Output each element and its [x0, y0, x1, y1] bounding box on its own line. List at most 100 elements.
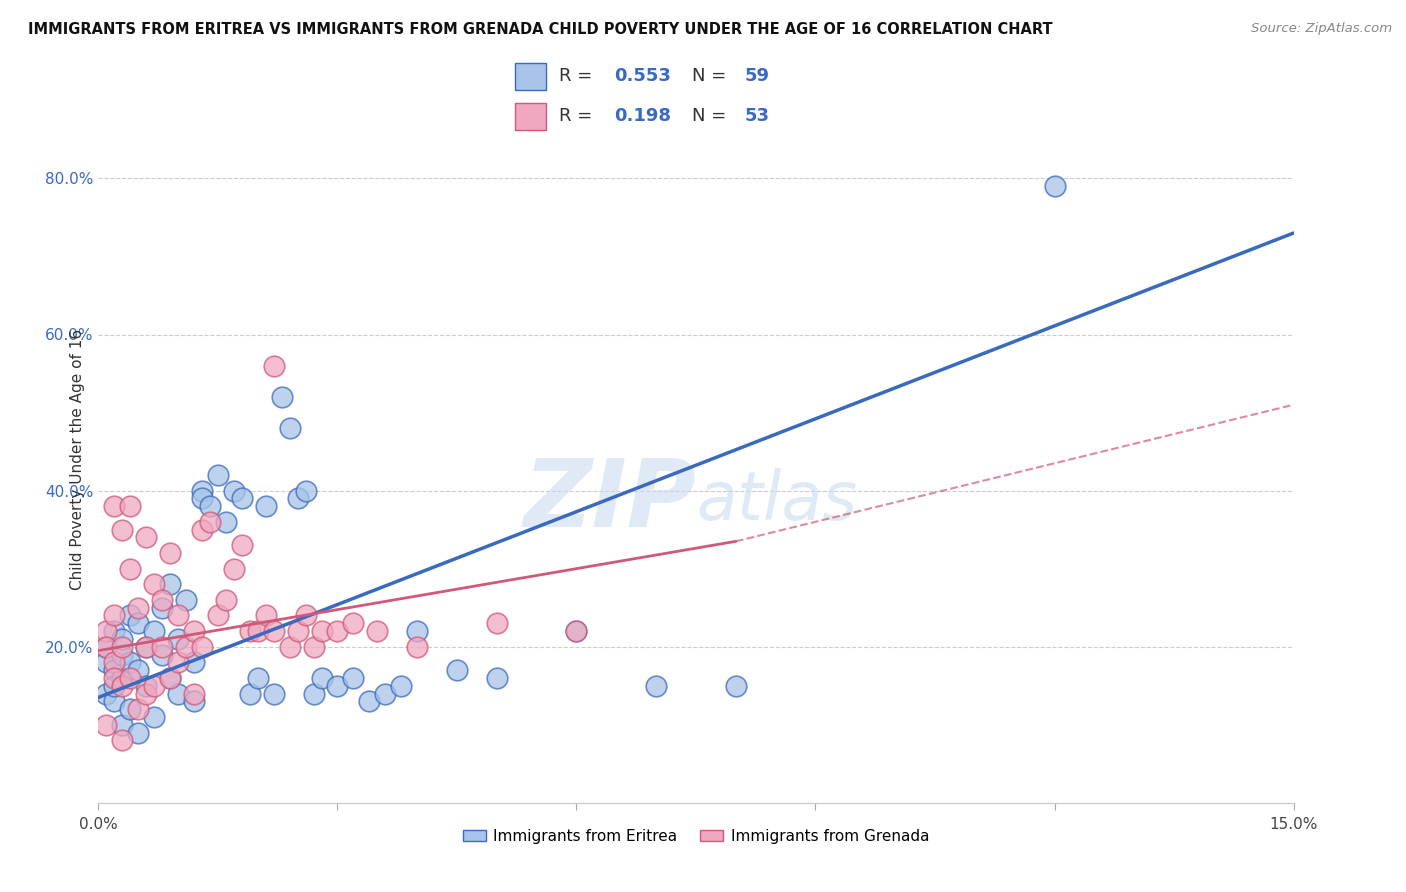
Point: [167, 687, 190, 701]
Point: [231, 491, 253, 506]
Point: [215, 592, 238, 607]
Point: [263, 687, 285, 701]
Point: [222, 562, 245, 576]
Point: [96, 640, 118, 654]
Point: [302, 687, 325, 701]
Point: [111, 679, 134, 693]
Point: [150, 640, 173, 654]
Point: [150, 600, 173, 615]
Point: [159, 671, 181, 685]
Point: [222, 483, 245, 498]
Point: [191, 491, 214, 506]
Point: [278, 421, 301, 435]
Point: [389, 679, 412, 693]
Point: [111, 648, 134, 662]
Point: [150, 648, 173, 662]
Point: [127, 616, 149, 631]
Point: [446, 663, 468, 677]
Point: [96, 624, 118, 639]
Point: [103, 608, 125, 623]
Point: [111, 671, 134, 685]
Point: [246, 624, 269, 639]
Point: [135, 679, 157, 693]
Point: [1043, 179, 1066, 194]
Point: [254, 608, 277, 623]
Point: [127, 702, 149, 716]
Point: [191, 483, 214, 498]
Point: [167, 655, 190, 669]
Point: [485, 671, 508, 685]
Point: [311, 671, 333, 685]
Text: N =: N =: [692, 107, 731, 125]
Point: [96, 655, 118, 669]
Point: [120, 655, 142, 669]
Point: [254, 500, 277, 514]
Point: [198, 500, 221, 514]
Point: [239, 624, 262, 639]
Point: [215, 515, 238, 529]
Point: [174, 592, 197, 607]
Point: [127, 725, 149, 739]
Point: [120, 562, 142, 576]
Point: [150, 592, 173, 607]
Point: [302, 640, 325, 654]
Point: [127, 600, 149, 615]
Point: [342, 671, 364, 685]
Point: [724, 679, 747, 693]
Text: 0.198: 0.198: [614, 107, 672, 125]
Y-axis label: Child Poverty Under the Age of 16: Child Poverty Under the Age of 16: [69, 329, 84, 590]
Point: [103, 694, 125, 708]
Point: [143, 624, 166, 639]
Point: [311, 624, 333, 639]
Point: [111, 733, 134, 747]
FancyBboxPatch shape: [516, 62, 547, 90]
Point: [135, 640, 157, 654]
Point: [183, 655, 205, 669]
Text: 53: 53: [744, 107, 769, 125]
Point: [120, 671, 142, 685]
Point: [183, 694, 205, 708]
Text: Source: ZipAtlas.com: Source: ZipAtlas.com: [1251, 22, 1392, 36]
Point: [342, 616, 364, 631]
Point: [111, 640, 134, 654]
Point: [159, 577, 181, 591]
Point: [96, 717, 118, 731]
Point: [270, 390, 292, 404]
Point: [111, 632, 134, 646]
Point: [207, 608, 229, 623]
Point: [96, 687, 118, 701]
Point: [103, 500, 125, 514]
Point: [406, 624, 429, 639]
Point: [183, 624, 205, 639]
Point: [565, 624, 588, 639]
Point: [294, 483, 316, 498]
Point: [167, 632, 190, 646]
Point: [174, 640, 197, 654]
Point: [231, 538, 253, 552]
Point: [263, 359, 285, 373]
Point: [287, 491, 309, 506]
Point: [645, 679, 668, 693]
Point: [111, 523, 134, 537]
Point: [366, 624, 388, 639]
Point: [246, 671, 269, 685]
Point: [135, 530, 157, 544]
Point: [198, 515, 221, 529]
Point: [565, 624, 588, 639]
Point: [207, 467, 229, 482]
Point: [183, 687, 205, 701]
Text: ZIP: ZIP: [523, 455, 696, 547]
Text: 0.553: 0.553: [614, 68, 671, 86]
Point: [294, 608, 316, 623]
Point: [263, 624, 285, 639]
Point: [485, 616, 508, 631]
Point: [120, 702, 142, 716]
Point: [103, 655, 125, 669]
Point: [143, 577, 166, 591]
Point: [111, 717, 134, 731]
Text: R =: R =: [558, 68, 598, 86]
Point: [191, 640, 214, 654]
Point: [135, 640, 157, 654]
Legend: Immigrants from Eritrea, Immigrants from Grenada: Immigrants from Eritrea, Immigrants from…: [457, 823, 935, 850]
Point: [120, 500, 142, 514]
